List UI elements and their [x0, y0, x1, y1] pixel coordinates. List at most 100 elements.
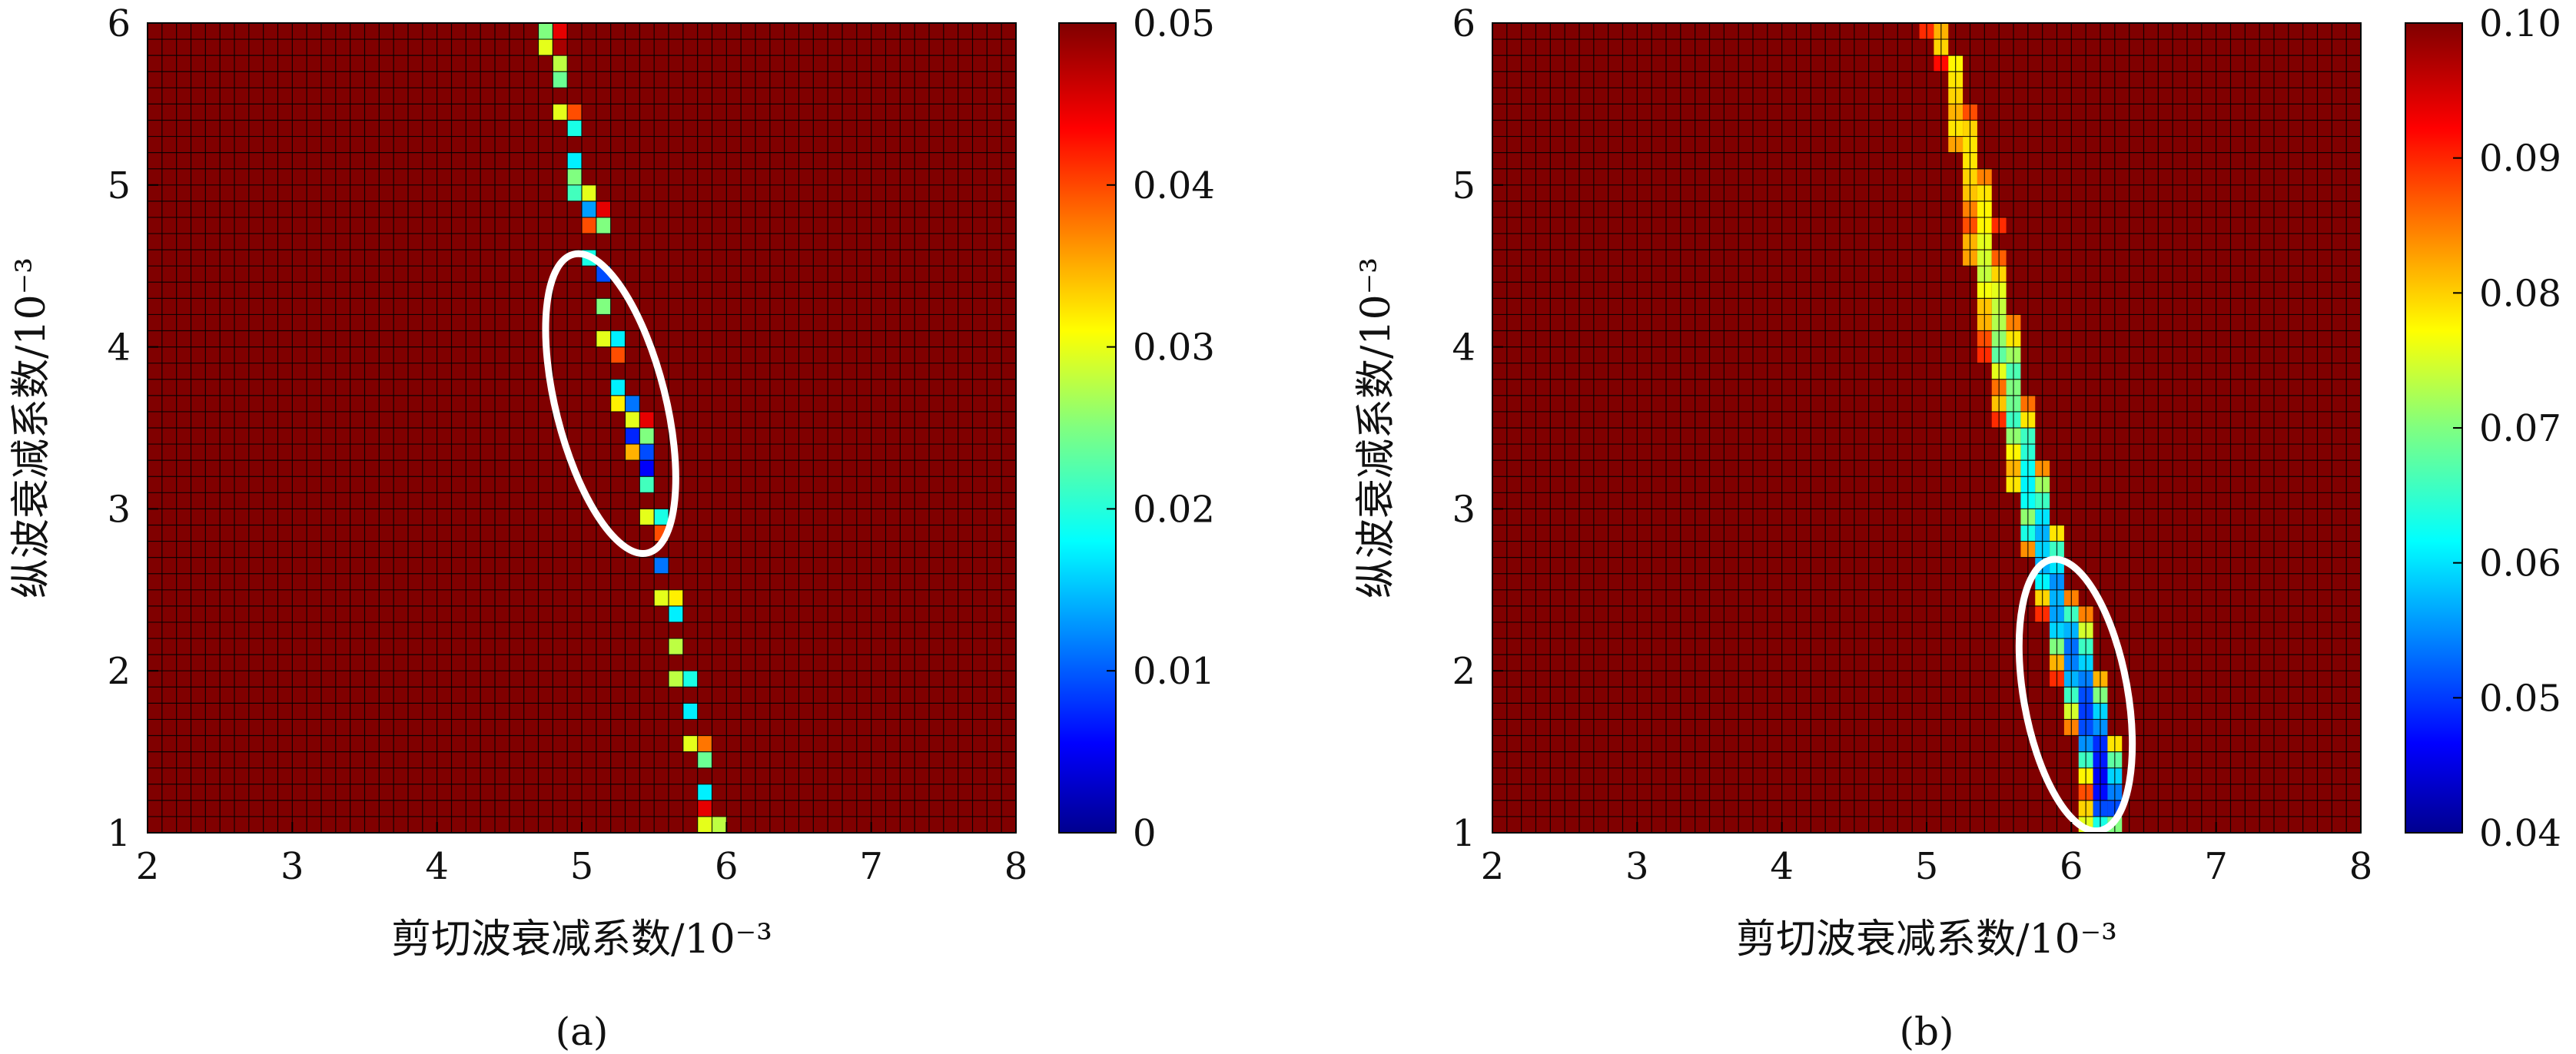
y-ticks-a: 1 2 3 4 5 6 — [107, 2, 158, 855]
x-tick-label: 8 — [1004, 845, 1028, 888]
heatmap-cell — [625, 411, 640, 428]
highlight-ellipse-b — [2015, 555, 2136, 835]
highlight-ellipse-a — [542, 250, 679, 557]
colorbar-tick-label: 0.05 — [2479, 677, 2561, 720]
x-tick-label: 6 — [2060, 845, 2083, 888]
colorbar-tick-label: 0.01 — [1133, 650, 1215, 693]
heatmap-cell — [596, 330, 611, 347]
heatmap-cell — [596, 217, 611, 234]
y-axis-label-b: 纵波衰减系数/10⁻³ — [1353, 257, 1399, 598]
panel-label-b: (b) — [1899, 1009, 1954, 1054]
heatmap-cell — [669, 589, 683, 606]
x-tick-label: 5 — [1915, 845, 1939, 888]
x-tick-label: 4 — [425, 845, 449, 888]
heatmap-cell — [669, 671, 683, 688]
colorbar-tick-label: 0.05 — [1133, 2, 1215, 45]
heatmap-cell — [682, 671, 698, 688]
heatmap-cell — [553, 55, 568, 72]
x-tick-label: 8 — [2349, 845, 2373, 888]
x-ticks-b: 2 3 4 5 6 7 8 — [1481, 822, 2373, 888]
heatmap-cell — [567, 152, 582, 169]
x-tick-label: 3 — [281, 845, 304, 888]
y-tick-label: 6 — [107, 2, 131, 45]
colorbar-tick-label: 0 — [1133, 812, 1157, 855]
y-tick-label: 4 — [1452, 326, 1476, 370]
x-ticks-a: 2 3 4 5 6 7 8 — [136, 822, 1028, 888]
heatmap-cell — [538, 23, 553, 40]
heatmap-cell — [669, 638, 683, 655]
heatmap-cell — [639, 444, 655, 461]
colorbar-tick-label: 0.02 — [1133, 488, 1215, 531]
heatmap-cell — [625, 428, 640, 445]
x-tick-label: 6 — [715, 845, 739, 888]
heatmap-cell — [639, 411, 655, 428]
colorbar-tick-label: 0.06 — [2479, 542, 2561, 585]
heatmap-cell — [610, 395, 626, 412]
heatmap-cell — [697, 816, 712, 833]
heatmap-cell — [697, 784, 712, 800]
y-ticks-b: 1 2 3 4 5 6 — [1452, 2, 1503, 855]
heatmap-cell — [682, 735, 698, 752]
x-axis-label-b: 剪切波衰减系数/10⁻³ — [1736, 916, 2117, 963]
heatmap-cell — [553, 71, 568, 88]
heatmap-cell — [596, 298, 611, 315]
colorbar-tick-label: 0.10 — [2479, 2, 2561, 45]
heatmap-cell — [538, 39, 553, 56]
colorbar-ticks-b: 0.04 0.05 0.06 0.07 0.08 0.09 0.10 — [2453, 2, 2561, 855]
y-tick-label: 2 — [1452, 650, 1476, 693]
y-tick-label: 1 — [107, 812, 131, 855]
y-tick-label: 2 — [107, 650, 131, 693]
colorbar-tick-label: 0.04 — [1133, 164, 1215, 207]
y-tick-label: 4 — [107, 326, 131, 370]
x-tick-label: 3 — [1625, 845, 1649, 888]
heatmap-cell — [654, 557, 669, 574]
x-axis-label-a: 剪切波衰减系数/10⁻³ — [391, 916, 772, 963]
colorbar-b — [2405, 22, 2463, 834]
x-tick-label: 4 — [1770, 845, 1794, 888]
colorbar-tick-label: 0.07 — [2479, 407, 2561, 450]
y-tick-label: 3 — [107, 488, 131, 531]
heatmap-cell — [567, 168, 582, 185]
heatmap-cell — [610, 330, 626, 347]
x-tick-label: 7 — [859, 845, 883, 888]
x-tick-label: 7 — [2204, 845, 2228, 888]
heatmap-cell — [610, 346, 626, 363]
heatmap-cell — [639, 428, 655, 445]
heatmap-cell — [582, 184, 596, 201]
heatmap-cell — [697, 751, 712, 768]
valley-cells-a — [538, 23, 727, 833]
panel-label-a: (a) — [556, 1009, 609, 1054]
heatmap-cell — [625, 395, 640, 412]
heatmap-cell — [654, 589, 669, 606]
heatmap-cell — [654, 509, 669, 525]
colorbar-tick-label: 0.09 — [2479, 138, 2561, 181]
heatmap-cell — [639, 476, 655, 493]
y-tick-label: 5 — [1452, 164, 1476, 207]
colorbar-a — [1058, 22, 1117, 834]
heatmap-cell — [682, 703, 698, 720]
colorbar-ticks-a: 0 0.01 0.02 0.03 0.04 0.05 — [1107, 2, 1215, 855]
heatmap-cell — [553, 23, 568, 40]
heatmap-cell — [567, 120, 582, 137]
cell-grid-b — [1492, 23, 2361, 833]
heatmap-cell — [625, 444, 640, 461]
y-tick-label: 1 — [1452, 812, 1476, 855]
heatmap-cell — [582, 217, 596, 234]
heatmap-cell — [669, 605, 683, 622]
heatmap-cell — [639, 509, 655, 525]
colorbar-tick-label: 0.04 — [2479, 812, 2561, 855]
colorbar-tick-label: 0.08 — [2479, 272, 2561, 315]
y-axis-label-a: 纵波衰减系数/10⁻³ — [8, 257, 55, 598]
heatmap-cell — [639, 460, 655, 477]
heatmap-cell — [582, 201, 596, 217]
heatmap-cell — [567, 104, 582, 121]
x-tick-label: 5 — [570, 845, 594, 888]
y-tick-label: 3 — [1452, 488, 1476, 531]
heatmap-cell — [697, 735, 712, 752]
heatmap-cell — [596, 201, 611, 217]
y-tick-label: 5 — [107, 164, 131, 207]
heatmap-cell — [712, 816, 727, 833]
